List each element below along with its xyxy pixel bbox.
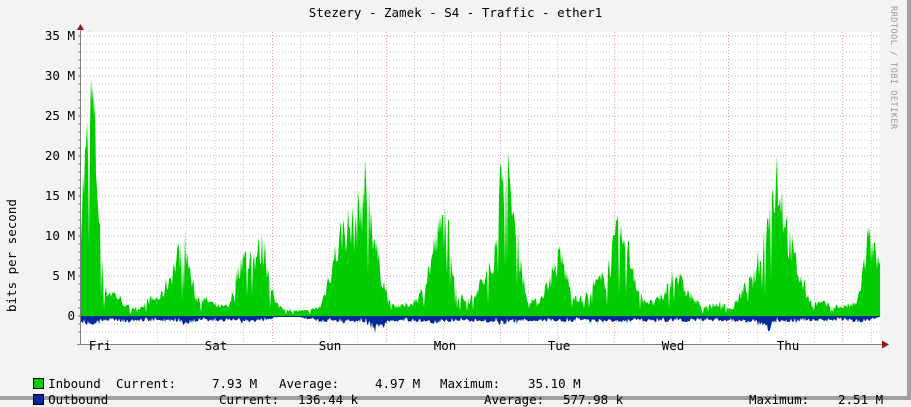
graph-title: Stezery - Zamek - S4 - Traffic - ether1 (308, 5, 603, 20)
y-tick-label: 15 M (44, 188, 75, 203)
inbound-maximum-value: 35.10 M (528, 376, 581, 391)
inbound-label: Inbound (48, 376, 101, 391)
legend-row-outbound: Outbound Current: 136.44 k Average: 577.98 k… (18, 377, 883, 407)
inbound-average-label: Average: (279, 376, 340, 391)
inbound-average-value: 4.97 M (375, 376, 421, 391)
legend-row-inbound: Inbound Current: 7.93 M Average: 4.97 M Maxim… (18, 361, 581, 391)
x-tick-label: Sun (318, 338, 342, 353)
x-tick-label: Fri (88, 338, 112, 353)
inbound-maximum-label: Maximum: (440, 376, 501, 391)
x-tick-label: Tue (547, 338, 571, 353)
y-tick-label: 0 (67, 308, 75, 323)
y-tick-label: 25 M (44, 108, 75, 123)
y-tick-label: 10 M (44, 228, 75, 243)
x-tick-label: Thu (776, 338, 800, 353)
inbound-current-label: Current: (116, 376, 177, 391)
y-tick-label: 35 M (44, 28, 75, 43)
y-tick-label: 30 M (44, 68, 75, 83)
y-tick-label: 5 M (52, 268, 75, 283)
inbound-swatch-icon (33, 378, 45, 389)
x-tick-label: Sat (204, 338, 228, 353)
x-tick-label: Wed (661, 338, 685, 353)
y-tick-label: 20 M (44, 148, 75, 163)
x-tick-label: Mon (433, 338, 457, 353)
inbound-current-value: 7.93 M (212, 376, 258, 391)
